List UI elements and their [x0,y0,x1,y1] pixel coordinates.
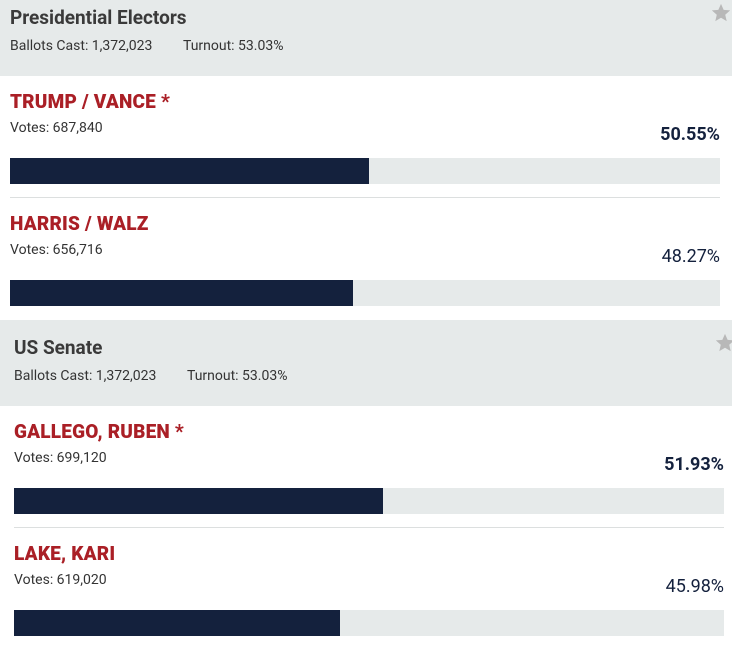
vote-bar [14,488,383,514]
turnout: Turnout: 53.03% [183,38,284,54]
race-header: Presidential Electors Ballots Cast: 1,372… [0,0,732,76]
race-header: US Senate Ballots Cast: 1,372,023 Turnout:… [0,320,732,406]
bar-track [10,280,720,306]
candidate-row: LAKE, KARI Votes: 619,020 45.98% [14,528,724,650]
vote-bar [14,610,341,636]
favorite-star[interactable] [714,332,732,358]
favorite-star[interactable] [710,2,732,28]
vote-count: Votes: 656,716 [10,242,103,258]
race-title: US Senate [14,336,103,359]
race-section: Presidential Electors Ballots Cast: 1,372… [0,0,732,320]
vote-count: Votes: 687,840 [10,120,103,136]
candidate-row: GALLEGO, RUBEN * Votes: 699,120 51.93% [14,406,724,528]
bar-track [14,488,724,514]
vote-bar [10,158,369,184]
candidate-row: TRUMP / VANCE * Votes: 687,840 50.55% [10,76,720,198]
vote-percent: 45.98% [665,576,724,597]
vote-percent: 51.93% [664,454,724,475]
vote-percent: 48.27% [661,246,720,267]
candidate-name: LAKE, KARI [14,542,116,565]
candidate-name: TRUMP / VANCE * [10,90,170,113]
vote-percent: 50.55% [660,124,720,145]
vote-count: Votes: 619,020 [14,572,107,588]
ballots-cast: Ballots Cast: 1,372,023 [10,38,153,54]
candidate-row: HARRIS / WALZ Votes: 656,716 48.27% [10,198,720,320]
ballots-cast: Ballots Cast: 1,372,023 [14,368,157,384]
candidate-name: HARRIS / WALZ [10,212,149,235]
turnout: Turnout: 53.03% [187,368,288,384]
race-section: US Senate Ballots Cast: 1,372,023 Turnout:… [0,320,732,650]
bar-track [14,610,724,636]
vote-bar [10,280,353,306]
vote-count: Votes: 699,120 [14,450,107,466]
race-title: Presidential Electors [10,6,187,29]
bar-track [10,158,720,184]
candidate-name: GALLEGO, RUBEN * [14,420,184,443]
